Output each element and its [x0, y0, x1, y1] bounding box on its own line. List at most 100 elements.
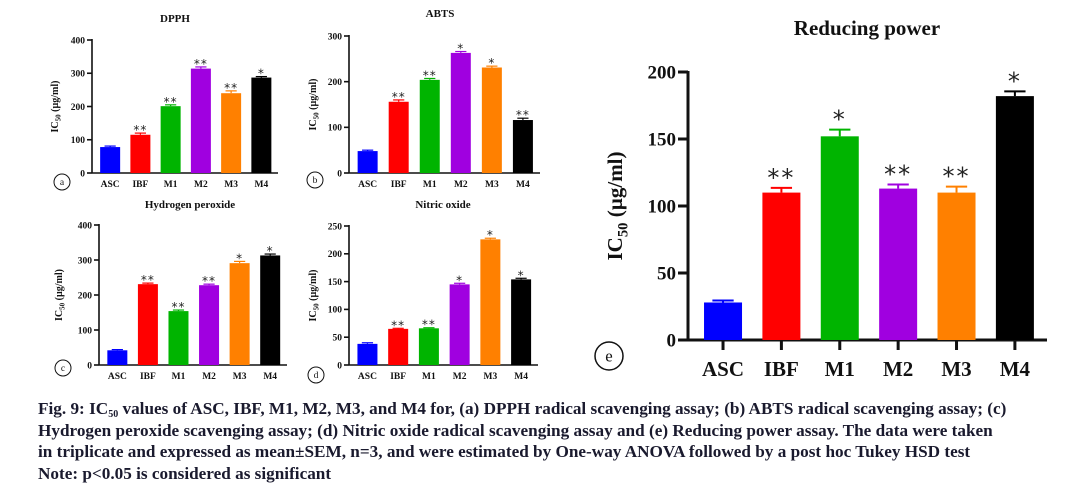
bar-m4	[512, 120, 533, 173]
x-tick-label: M2	[453, 372, 467, 382]
y-tick-label: 200	[78, 291, 93, 301]
y-tick-label: 300	[71, 70, 86, 80]
y-tick-label: 0	[667, 331, 677, 352]
x-tick-label: M2	[194, 180, 208, 190]
y-tick-label: 100	[71, 136, 86, 146]
x-tick-label: ASC	[358, 180, 377, 190]
significance-mark: **	[194, 57, 208, 71]
caption-line-2: Hydrogen peroxide scavenging assay; (d) …	[38, 420, 993, 440]
x-tick-label: M4	[263, 372, 277, 382]
caption-note: Note: p<0.05 is considered as significan…	[38, 463, 332, 483]
panel-label-circle	[54, 359, 72, 377]
y-tick-label: 300	[78, 256, 93, 266]
chart-d: Nitric oxide 0 50 100 150 200 250 IC50 (µg/ml) A…	[307, 199, 538, 384]
significance-mark: *	[487, 228, 494, 242]
y-axis-label: IC50 (µg/ml)	[308, 79, 321, 131]
bar-m2	[879, 188, 918, 340]
x-tick-label: M1	[422, 372, 436, 382]
y-tick-label: 100	[328, 306, 343, 316]
significance-mark: **	[202, 274, 216, 288]
x-tick-label: M4	[516, 180, 530, 190]
caption-line-1-rest: values of ASC, IBF, M1, M2, M3, and M4 f…	[118, 399, 1007, 418]
chart-a: DPPH 0 100 200 300 400 IC50 (µg/ml) ASC ** IBF ** M…	[50, 13, 278, 191]
x-tick-label: IBF	[764, 357, 799, 381]
y-tick-label: 150	[648, 130, 677, 151]
significance-mark: **	[171, 300, 185, 314]
y-tick-label: 200	[328, 250, 343, 260]
y-tick-label: 0	[87, 361, 92, 371]
y-tick-label: 50	[333, 334, 343, 344]
x-tick-label: ASC	[702, 357, 744, 381]
y-axis-label: IC50 (µg/ml)	[50, 81, 63, 133]
caption-subscript: 50	[108, 409, 119, 420]
bar-ibf	[137, 284, 158, 365]
bar-asc	[704, 302, 743, 340]
bar-m1	[820, 136, 859, 340]
y-tick-label: 150	[328, 278, 343, 288]
x-tick-label: M3	[485, 180, 499, 190]
bar-m3	[229, 263, 250, 365]
bar-m3	[937, 192, 976, 340]
significance-mark: *	[457, 42, 464, 56]
x-tick-label: ASC	[108, 372, 127, 382]
bar-asc	[100, 147, 121, 173]
panel-label-circle	[307, 366, 325, 384]
caption-line-3: in triplicate and expressed as mean±SEM,…	[38, 442, 971, 461]
x-tick-label: M4	[514, 372, 528, 382]
y-tick-label: 50	[657, 264, 676, 285]
significance-mark: **	[391, 318, 405, 332]
panel-label: b	[313, 175, 318, 186]
bar-ibf	[388, 101, 409, 173]
bar-m4	[260, 255, 281, 365]
bar-m4	[251, 77, 272, 173]
y-tick-label: 200	[648, 63, 677, 84]
chart-title: ABTS	[426, 8, 455, 20]
y-tick-label: 0	[337, 361, 342, 371]
x-tick-label: M1	[164, 180, 178, 190]
chart-title: DPPH	[160, 13, 190, 25]
significance-mark: *	[258, 67, 265, 81]
significance-mark: *	[456, 273, 463, 287]
panel-label: e	[605, 346, 612, 365]
x-tick-label: IBF	[132, 180, 148, 190]
x-tick-label: M2	[202, 372, 216, 382]
x-tick-label: M3	[224, 180, 238, 190]
x-tick-label: M1	[172, 372, 186, 382]
chart-e: Reducing power 0 50 100 150 200 IC50 (µg/ml) AS…	[594, 16, 1047, 381]
chart-title: Hydrogen peroxide	[145, 199, 235, 211]
panel-label-circle	[53, 173, 71, 191]
significance-mark: **	[884, 161, 912, 189]
chart-b: ABTS 0 100 200 300 IC50 (µg/ml) ASC ** IBF ** M1 * M…	[306, 8, 540, 190]
y-axis-label: IC50 (µg/ml)	[54, 269, 67, 321]
significance-mark: **	[392, 90, 406, 104]
bar-m3	[480, 239, 501, 365]
y-tick-label: 400	[71, 36, 86, 46]
bar-ibf	[388, 328, 409, 365]
x-tick-label: M3	[941, 357, 971, 381]
x-tick-label: M3	[233, 372, 247, 382]
significance-mark: **	[767, 164, 795, 192]
y-tick-label: 400	[78, 221, 93, 231]
significance-mark: **	[422, 318, 436, 332]
significance-mark: **	[224, 81, 238, 95]
bar-m4	[511, 279, 532, 365]
x-tick-label: ASC	[101, 180, 120, 190]
y-tick-label: 200	[71, 103, 86, 113]
y-tick-label: 250	[328, 222, 343, 232]
significance-mark: *	[833, 106, 847, 134]
figure-caption: Fig. 9: IC50 values of ASC, IBF, M1, M2,…	[38, 398, 1078, 484]
y-tick-label: 0	[80, 169, 85, 179]
significance-mark: *	[267, 244, 274, 258]
significance-mark: **	[133, 123, 147, 137]
x-tick-label: M2	[454, 180, 468, 190]
panel-label-circle	[306, 171, 324, 189]
x-tick-label: ASC	[358, 372, 377, 382]
bar-m2	[450, 52, 471, 173]
x-tick-label: M4	[255, 180, 269, 190]
bar-m1	[168, 311, 189, 365]
y-tick-label: 0	[337, 169, 342, 179]
bar-m2	[199, 285, 220, 365]
y-axis-label: IC50 (µg/ml)	[308, 270, 321, 322]
y-tick-label: 200	[328, 78, 343, 88]
